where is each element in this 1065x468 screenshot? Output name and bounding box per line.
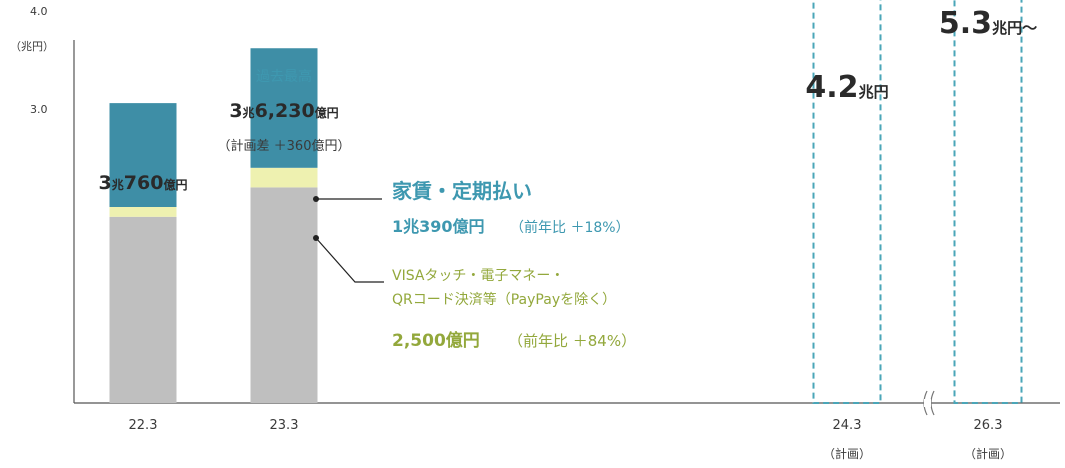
x-tick-label: 26.3 [974, 418, 1003, 433]
x-tick-sublabel: （計画） [823, 446, 871, 461]
planned-bar [953, 0, 1023, 405]
visa-title-line2: QRコード決済等（PayPayを除く） [392, 291, 616, 308]
plan-diff-label: （計画差 ＋360億円） [218, 138, 351, 154]
bar-value-label: 3兆6,230億円 [229, 100, 338, 122]
y-axis-unit: （兆円） [10, 40, 54, 53]
rent-leader-dot [313, 196, 319, 202]
x-tick-label: 24.3 [833, 418, 862, 433]
bar-value-label: 3兆760億円 [99, 172, 188, 194]
record-high-label: 過去最高 [256, 68, 312, 85]
y-tick-label: 3.0 [30, 103, 48, 116]
bar-value-label: 4.2兆円 [805, 70, 888, 105]
x-tick-sublabel: （計画） [964, 446, 1012, 461]
visa-value: 2,500億円 [392, 330, 480, 351]
bar-value-label: 5.3兆円～ [939, 6, 1037, 41]
bar-segment-rent [109, 103, 177, 207]
rent-title: 家賃・定期払い [392, 179, 532, 203]
visa-leader-dot [313, 235, 319, 241]
rent-value: 1兆390億円 [392, 217, 485, 236]
y-tick-label: 4.0 [30, 5, 48, 18]
x-tick-label: 22.3 [129, 418, 158, 433]
bar-segment-visa [250, 167, 318, 188]
bar-segment-other [109, 216, 177, 403]
visa-leader-line [315, 237, 384, 283]
visa-growth: （前年比 ＋84%） [508, 332, 636, 350]
bar-segment-visa [109, 207, 177, 217]
x-tick-label: 23.3 [270, 418, 299, 433]
visa-title-line1: VISAタッチ・電子マネー・ [392, 268, 564, 284]
planned-bar [812, 0, 882, 405]
rent-growth: （前年比 ＋18%） [510, 219, 630, 236]
bar-segment-rent [250, 48, 318, 168]
bar-segment-other [250, 187, 318, 403]
